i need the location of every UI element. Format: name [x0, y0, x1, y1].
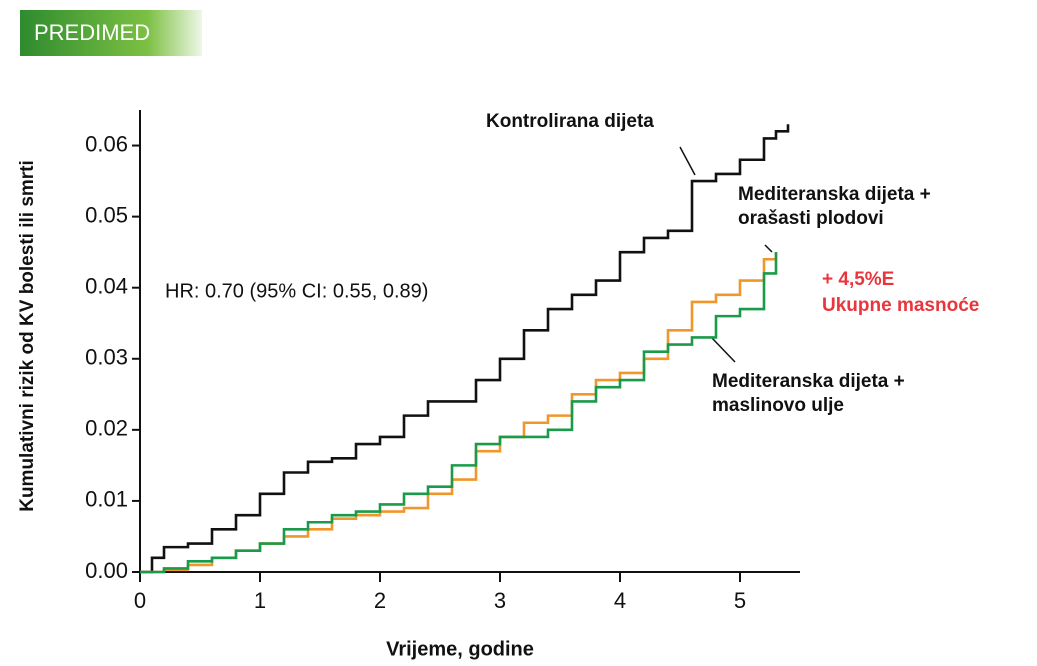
- pointer: [711, 337, 736, 363]
- series-label: Mediteranska dijeta + maslinovo ulje: [712, 371, 905, 416]
- annotation: HR: 0.70 (95% CI: 0.55, 0.89): [165, 280, 428, 302]
- y-tick-label: 0.04: [85, 274, 128, 299]
- km-curve: [140, 252, 778, 574]
- x-axis-label: Vrijeme, godine: [386, 638, 534, 660]
- pointer: [764, 244, 773, 253]
- y-tick-label: 0.01: [85, 487, 128, 512]
- km-curve: [140, 124, 790, 574]
- series-label: Kontrolirana dijeta: [486, 111, 654, 132]
- x-tick-label: 2: [374, 588, 386, 613]
- x-tick-label: 1: [254, 588, 266, 613]
- y-tick-label: 0.05: [85, 202, 128, 227]
- pointer: [679, 146, 696, 176]
- x-tick-label: 3: [494, 588, 506, 613]
- x-tick-label: 0: [134, 588, 146, 613]
- y-tick-label: 0.03: [85, 345, 128, 370]
- y-axis-label: Kumulativni rizik od KV bolesti ili smrt…: [17, 160, 38, 512]
- annotation: + 4,5%E: [822, 269, 894, 290]
- x-tick-label: 4: [614, 588, 626, 613]
- header-badge: PREDIMED: [20, 10, 202, 56]
- x-tick-label: 5: [734, 588, 746, 613]
- y-tick-label: 0.06: [85, 131, 128, 156]
- y-tick-label: 0.02: [85, 416, 128, 441]
- annotation: Ukupne masnoće: [822, 295, 979, 316]
- y-tick-label: 0.00: [85, 558, 128, 583]
- series-label: Mediteranska dijeta + orašasti plodovi: [738, 184, 931, 229]
